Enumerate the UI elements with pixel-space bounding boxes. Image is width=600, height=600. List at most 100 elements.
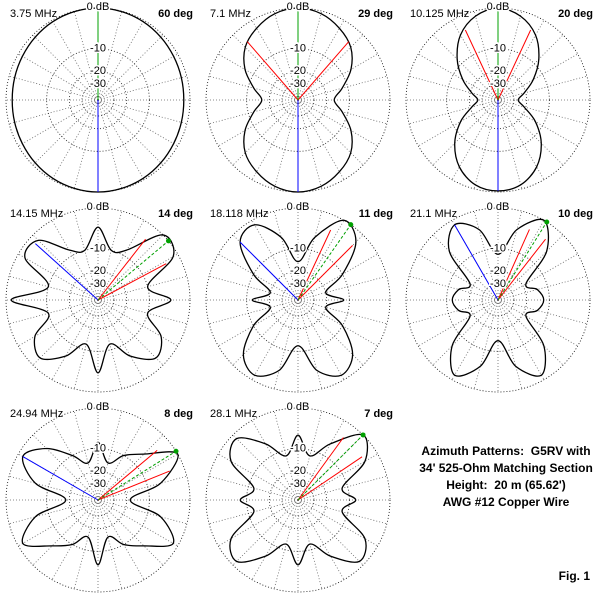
spoke: [497, 299, 587, 325]
elevation-label: 20 deg: [558, 8, 593, 20]
spoke: [297, 99, 364, 166]
ring-label: 0 dB: [487, 1, 510, 13]
spoke: [97, 34, 164, 101]
spoke: [297, 453, 378, 501]
spoke: [297, 211, 323, 301]
grid-ring: [5, 407, 191, 593]
spoke: [232, 34, 299, 101]
max-line: [297, 224, 352, 301]
spoke: [97, 253, 178, 301]
spoke: [97, 499, 178, 547]
spoke: [32, 99, 99, 166]
spoke: [32, 499, 99, 566]
caption-line: 34' 525-Ohm Matching Section: [419, 461, 593, 475]
ring-label: -20: [90, 65, 106, 77]
spoke: [97, 411, 123, 501]
spoke: [32, 434, 99, 501]
spoke: [297, 420, 345, 501]
spoke: [473, 299, 499, 389]
grid-ring: [281, 283, 315, 317]
grid-ring: [205, 407, 391, 593]
grid-ring: [81, 483, 115, 517]
spoke: [432, 299, 499, 366]
grid-ring: [46, 48, 150, 152]
spoke: [18, 53, 99, 101]
max-line: [497, 221, 548, 301]
ring-label: -30: [490, 278, 506, 290]
spoke: [473, 11, 499, 101]
spoke: [18, 499, 99, 547]
caption-line: Azimuth Patterns: G5RV with: [421, 444, 590, 458]
spoke: [97, 299, 164, 366]
spoke: [297, 299, 364, 366]
spoke: [409, 99, 499, 125]
spoke: [32, 234, 99, 301]
spoke: [218, 53, 299, 101]
spoke: [51, 499, 99, 580]
spoke: [451, 299, 499, 380]
grid-ring: [446, 48, 550, 152]
ring-label: 0 dB: [487, 201, 510, 213]
frequency-label: 18.118 MHz: [210, 208, 269, 220]
pattern: [229, 433, 369, 566]
spoke: [297, 11, 323, 101]
grid-ring: [246, 248, 350, 352]
spoke: [251, 220, 299, 301]
spoke: [497, 220, 545, 301]
ring-label: -20: [290, 265, 306, 277]
spoke: [497, 211, 523, 301]
spoke: [497, 99, 587, 125]
spoke: [273, 299, 299, 389]
spoke: [497, 299, 578, 347]
spoke: [251, 299, 299, 380]
ring-label: -10: [290, 443, 306, 455]
spoke: [97, 499, 123, 589]
ring-label: -30: [490, 78, 506, 90]
grid-ring: [268, 470, 328, 530]
spoke: [497, 99, 578, 147]
spoke: [9, 275, 99, 301]
elevation-label: 10 deg: [558, 208, 593, 220]
frequency-label: 3.75 MHz: [10, 8, 57, 20]
ring-label: -20: [290, 65, 306, 77]
spoke: [97, 99, 187, 125]
spoke: [297, 275, 387, 301]
grid-ring: [46, 248, 150, 352]
spoke: [97, 275, 187, 301]
spoke: [218, 253, 299, 301]
ring-label: -20: [90, 465, 106, 477]
spoke: [32, 299, 99, 366]
frequency-label: 28.1 MHz: [210, 408, 257, 420]
spoke: [497, 299, 523, 389]
grid-ring: [46, 448, 150, 552]
grid-ring: [205, 207, 391, 393]
half-power-line: [297, 41, 350, 101]
grid-ring: [468, 270, 528, 330]
ring-label: -30: [290, 278, 306, 290]
spoke: [497, 34, 564, 101]
rear-lobe-line: [454, 224, 499, 301]
spoke: [51, 220, 99, 301]
ring-label: 0 dB: [287, 201, 310, 213]
ring-label: -10: [90, 243, 106, 255]
grid-ring: [246, 48, 350, 152]
spoke: [18, 299, 99, 347]
grid-ring: [81, 283, 115, 317]
half-power-line: [297, 456, 363, 501]
spoke: [297, 34, 364, 101]
figure-number: Fig. 1: [559, 569, 591, 583]
spoke: [18, 99, 99, 147]
spoke: [51, 420, 99, 501]
spoke: [497, 99, 523, 189]
spoke: [251, 420, 299, 501]
spoke: [97, 499, 145, 580]
frequency-label: 7.1 MHz: [210, 8, 251, 20]
ring-label: -10: [290, 243, 306, 255]
spoke: [497, 11, 523, 101]
spoke: [97, 53, 178, 101]
half-power-line: [97, 238, 146, 301]
spoke: [451, 99, 499, 180]
spoke: [209, 299, 299, 325]
